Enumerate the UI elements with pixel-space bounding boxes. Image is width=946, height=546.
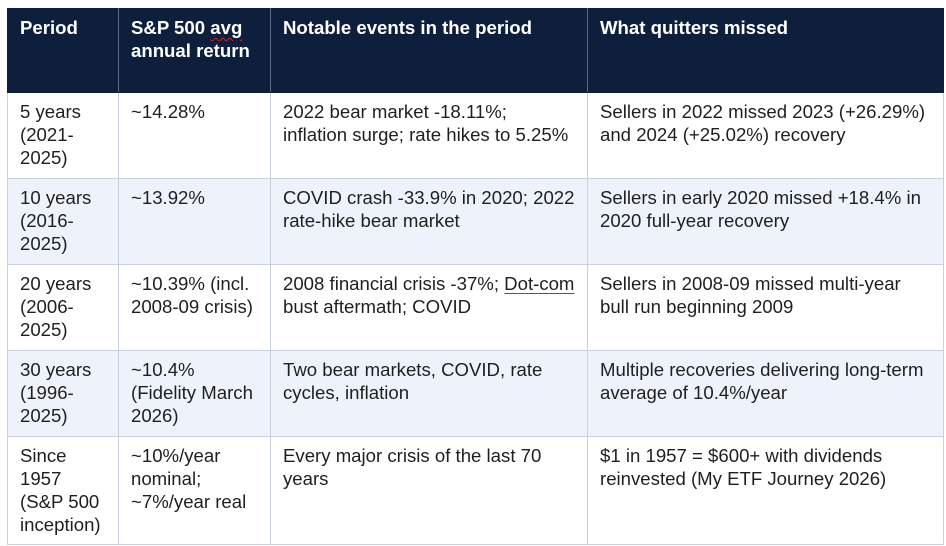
header-period: Period — [7, 8, 119, 93]
cell-events-text-after: bust aftermath; COVID — [283, 296, 472, 317]
cell-period: 30 years (1996-2025) — [7, 350, 119, 437]
cell-events: 2008 financial crisis -37%; Dot-com bust… — [270, 264, 588, 351]
cell-period: 5 years (2021-2025) — [7, 92, 119, 179]
cell-period: 20 years (2006-2025) — [7, 264, 119, 351]
cell-missed: $1 in 1957 = $600+ with dividends reinve… — [587, 436, 944, 545]
cell-missed: Sellers in 2022 missed 2023 (+26.29%) an… — [587, 92, 944, 179]
header-missed: What quitters missed — [587, 8, 944, 93]
cell-missed: Multiple recoveries delivering long-term… — [587, 350, 944, 437]
cell-return: ~14.28% — [118, 92, 271, 179]
cell-missed: Sellers in early 2020 missed +18.4% in 2… — [587, 178, 944, 265]
header-row: Period S&P 500 avg annual return Notable… — [7, 8, 944, 93]
header-return-avg: avg — [210, 17, 243, 38]
cell-return: ~10%/year nominal; ~7%/year real — [118, 436, 271, 545]
header-events: Notable events in the period — [270, 8, 588, 93]
header-return-prefix: S&P 500 — [131, 17, 211, 38]
cell-return-line-1: ~10%/year nominal; — [131, 445, 221, 489]
cell-period: Since 1957 (S&P 500 inception) — [7, 436, 119, 545]
cell-events: Two bear markets, COVID, rate cycles, in… — [270, 350, 588, 437]
header-return-suffix: annual return — [131, 40, 250, 61]
table-row: 5 years (2021-2025) ~14.28% 2022 bear ma… — [7, 92, 944, 179]
cell-return-line-2: ~7%/year real — [131, 491, 247, 512]
cell-events: 2022 bear market -18.11%; inflation surg… — [270, 92, 588, 179]
cell-return: ~10.4% (Fidelity March 2026) — [118, 350, 271, 437]
cell-events: COVID crash -33.9% in 2020; 2022 rate-hi… — [270, 178, 588, 265]
table-row: 10 years (2016-2025) ~13.92% COVID crash… — [7, 178, 944, 265]
cell-events-text-before: 2008 financial crisis -37%; — [283, 273, 505, 294]
table-row: Since 1957 (S&P 500 inception) ~10%/year… — [7, 436, 944, 545]
table-row: 20 years (2006-2025) ~10.39% (incl. 2008… — [7, 264, 944, 351]
table-row: 30 years (1996-2025) ~10.4% (Fidelity Ma… — [7, 350, 944, 437]
returns-table: Period S&P 500 avg annual return Notable… — [7, 8, 944, 545]
cell-period: 10 years (2016-2025) — [7, 178, 119, 265]
cell-return: ~13.92% — [118, 178, 271, 265]
header-return: S&P 500 avg annual return — [118, 8, 271, 93]
cell-return: ~10.39% (incl. 2008-09 crisis) — [118, 264, 271, 351]
dot-com-link[interactable]: Dot-com — [504, 273, 575, 294]
cell-events: Every major crisis of the last 70 years — [270, 436, 588, 545]
cell-missed: Sellers in 2008-09 missed multi-year bul… — [587, 264, 944, 351]
